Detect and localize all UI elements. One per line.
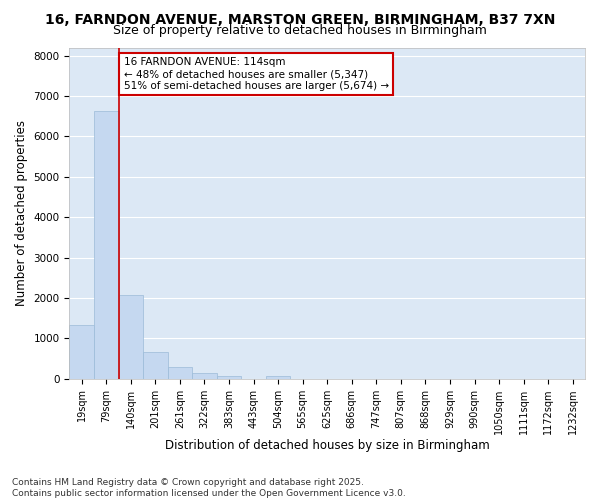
Bar xyxy=(167,367,192,378)
Bar xyxy=(70,326,94,378)
Bar xyxy=(143,352,167,378)
Text: 16, FARNDON AVENUE, MARSTON GREEN, BIRMINGHAM, B37 7XN: 16, FARNDON AVENUE, MARSTON GREEN, BIRMI… xyxy=(45,12,555,26)
Bar xyxy=(94,112,119,378)
Text: Size of property relative to detached houses in Birmingham: Size of property relative to detached ho… xyxy=(113,24,487,37)
Bar xyxy=(119,294,143,378)
Bar xyxy=(266,376,290,378)
X-axis label: Distribution of detached houses by size in Birmingham: Distribution of detached houses by size … xyxy=(165,440,490,452)
Y-axis label: Number of detached properties: Number of detached properties xyxy=(15,120,28,306)
Text: 16 FARNDON AVENUE: 114sqm
← 48% of detached houses are smaller (5,347)
51% of se: 16 FARNDON AVENUE: 114sqm ← 48% of detac… xyxy=(124,58,389,90)
Text: Contains HM Land Registry data © Crown copyright and database right 2025.
Contai: Contains HM Land Registry data © Crown c… xyxy=(12,478,406,498)
Bar xyxy=(192,374,217,378)
Bar xyxy=(217,376,241,378)
